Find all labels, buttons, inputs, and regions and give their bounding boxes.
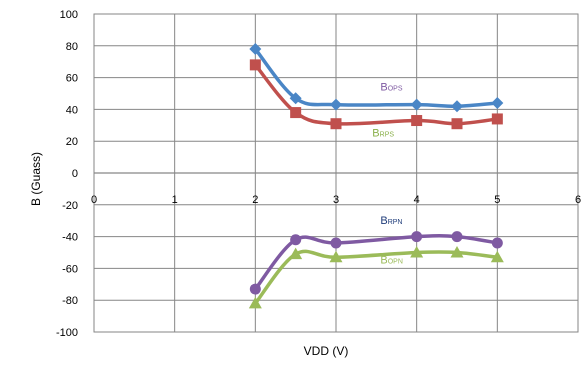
data-point	[410, 98, 423, 111]
data-point	[330, 98, 342, 111]
data-point	[411, 115, 423, 127]
x-tick-label: 3	[333, 194, 339, 206]
series-brpn	[249, 231, 503, 295]
x-tick-label: 5	[494, 194, 500, 206]
series-label-brps: BRPS	[372, 127, 394, 139]
series-label-bopn: BOPN	[380, 255, 403, 267]
data-point	[248, 296, 262, 309]
series-lines	[248, 42, 504, 309]
data-point	[491, 97, 504, 110]
data-point	[249, 59, 261, 71]
data-point	[289, 92, 302, 105]
y-tick-label: -20	[62, 200, 78, 212]
data-point	[491, 237, 503, 249]
series-line	[253, 249, 498, 305]
data-point	[290, 107, 302, 119]
data-point	[451, 118, 463, 130]
data-point	[330, 237, 342, 249]
data-point	[330, 118, 342, 130]
x-tick-label: 4	[414, 194, 420, 206]
y-tick-label: 0	[72, 168, 78, 180]
data-point	[329, 250, 343, 263]
x-tick-label: 2	[252, 194, 258, 206]
series-bopn	[248, 246, 504, 309]
data-point	[249, 42, 262, 55]
data-point	[289, 247, 303, 260]
series-line	[253, 234, 498, 291]
y-tick-label: -100	[56, 327, 78, 339]
series-label-bops: BOPS	[380, 81, 402, 93]
data-point	[450, 246, 464, 258]
y-tick-label: 20	[66, 136, 78, 148]
y-axis-title: B (Guass)	[29, 152, 43, 206]
x-tick-label: 0	[91, 194, 97, 206]
data-point	[411, 231, 423, 243]
y-tick-label: 100	[60, 9, 78, 21]
series-bops	[249, 42, 504, 113]
y-tick-label: 80	[66, 41, 78, 53]
x-axis-title: VDD (V)	[304, 344, 349, 358]
y-tick-label: -60	[62, 263, 78, 275]
data-point	[490, 250, 504, 263]
data-point	[491, 113, 503, 125]
y-tick-label: -80	[62, 295, 78, 307]
axes	[93, 13, 579, 333]
series-labels: BOPS BRPS BRPN BOPN	[372, 81, 403, 266]
data-point	[410, 246, 424, 258]
data-point	[290, 234, 302, 246]
y-tick-label: -40	[62, 232, 78, 244]
series-brps	[249, 59, 503, 130]
tick-labels: 0 1 2 3 4 5 6 100 80 60 40 20 0 -20 -40 -60 -80 -100	[56, 9, 581, 339]
data-point	[451, 231, 463, 243]
data-point	[451, 100, 463, 113]
y-tick-label: 40	[66, 104, 78, 116]
x-tick-label: 6	[575, 194, 581, 206]
x-tick-label: 1	[172, 194, 178, 206]
y-tick-label: 60	[66, 73, 78, 85]
data-point	[249, 283, 261, 295]
series-label-brpn: BRPN	[380, 215, 402, 227]
